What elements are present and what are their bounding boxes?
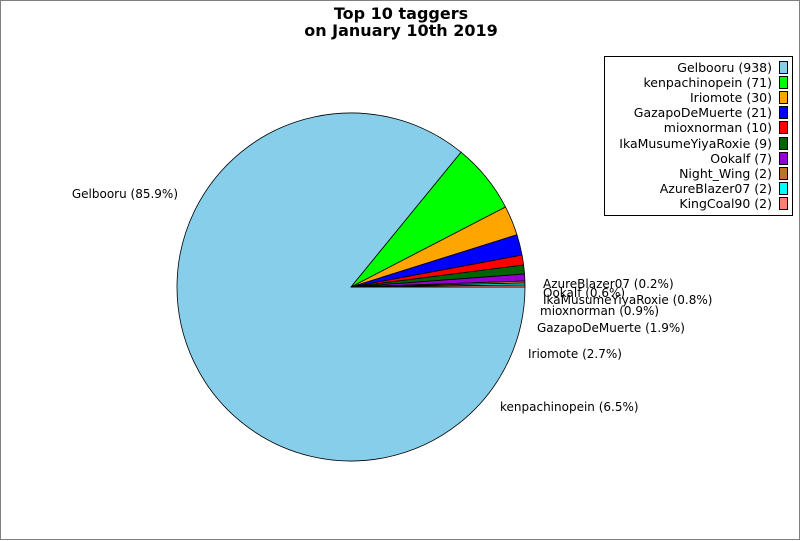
legend-swatch <box>779 91 788 105</box>
legend-swatch <box>779 61 788 74</box>
legend-item: kenpachinopein (71) <box>643 75 788 91</box>
legend-swatch <box>779 106 788 120</box>
slice-label-ikamusumeyiyaroxie: IkaMusumeYiyaRoxie (0.8%) <box>543 293 712 307</box>
legend-swatch <box>779 136 788 150</box>
legend-item: AzureBlazer07 (2) <box>660 181 788 196</box>
legend-swatch <box>779 166 788 180</box>
chart-legend: Gelbooru (938) kenpachinopein (71) Iriomot… <box>604 56 793 216</box>
legend-label: GazapoDeMuerte (21) <box>633 105 772 121</box>
legend-label: AzureBlazer07 (2) <box>659 180 772 196</box>
legend-swatch <box>779 196 788 210</box>
legend-label: Night_Wing (2) <box>679 165 772 181</box>
legend-item: Iriomote (30) <box>690 90 788 105</box>
legend-label: mioxnorman (10) <box>663 120 772 136</box>
legend-item: mioxnorman (10) <box>664 120 788 135</box>
chart-title-line-1: Top 10 taggers <box>333 4 469 23</box>
legend-label: Ookalf (7) <box>710 150 772 166</box>
slice-label-gazapodemuerte: GazapoDeMuerte (1.9%) <box>537 321 685 335</box>
slice-label-azureblazer07: AzureBlazer07 (0.2%) <box>543 277 674 291</box>
chart-title-line-2: on January 10th 2019 <box>304 21 498 40</box>
pie-slice-kingcoal90 <box>350 284 526 288</box>
legend-item: IkaMusumeYiyaRoxie (9) <box>619 136 788 151</box>
legend-label: Iriomote (30) <box>690 90 772 106</box>
slice-label-iriomote: Iriomote (2.7%) <box>528 347 622 361</box>
legend-item: Gelbooru (938) <box>677 60 788 75</box>
legend-label: IkaMusumeYiyaRoxie (9) <box>619 135 772 151</box>
legend-swatch <box>779 76 788 90</box>
slice-label-ookalf: Ookalf (0.6%) <box>543 286 625 300</box>
slice-label-mioxnorman: mioxnorman (0.9%) <box>540 304 659 318</box>
legend-item: GazapoDeMuerte (21) <box>634 105 788 120</box>
legend-label: Gelbooru (938) <box>677 60 772 75</box>
slice-label-kenpachinopein: kenpachinopein (6.5%) <box>500 400 639 414</box>
legend-item: Night_Wing (2) <box>679 166 788 181</box>
legend-swatch <box>779 121 788 135</box>
slice-label-gelbooru: Gelbooru (85.9%) <box>72 187 178 201</box>
legend-label: KingCoal90 (2) <box>679 195 772 211</box>
legend-item: KingCoal90 (2) <box>679 196 788 211</box>
legend-swatch <box>779 181 788 195</box>
legend-swatch <box>779 151 788 165</box>
legend-label: kenpachinopein (71) <box>643 75 773 91</box>
legend-item: Ookalf (7) <box>710 151 788 166</box>
